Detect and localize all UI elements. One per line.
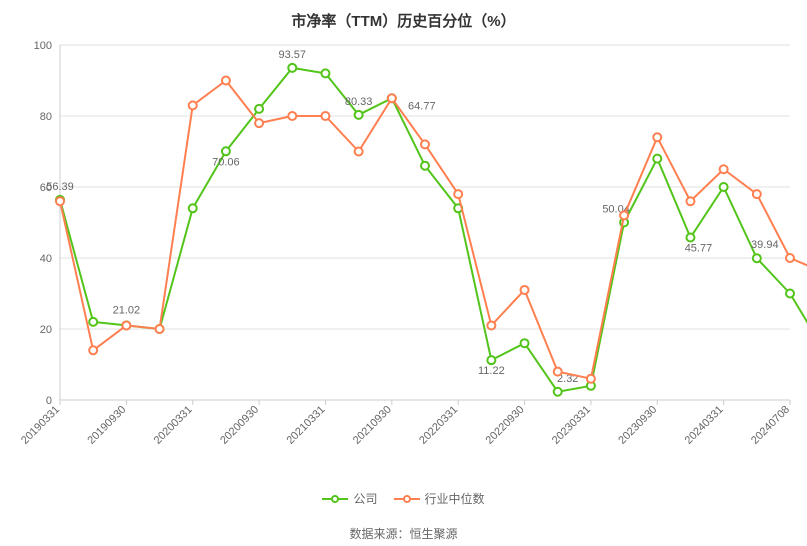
series-company-point[interactable]	[753, 254, 761, 262]
legend-label: 行业中位数	[425, 490, 485, 507]
value-label: 21.02	[113, 304, 141, 316]
series-median-point[interactable]	[56, 197, 64, 205]
legend-swatch	[394, 492, 420, 506]
series-median-point[interactable]	[487, 321, 495, 329]
series-median-point[interactable]	[355, 148, 363, 156]
value-label: 80.33	[345, 96, 373, 108]
value-label: 93.57	[279, 49, 307, 61]
series-median-point[interactable]	[521, 286, 529, 294]
series-median-point[interactable]	[122, 321, 130, 329]
series-median-point[interactable]	[189, 101, 197, 109]
series-median-point[interactable]	[720, 165, 728, 173]
x-axis-label: 20230930	[616, 404, 659, 447]
series-company-point[interactable]	[720, 183, 728, 191]
series-company-point[interactable]	[189, 204, 197, 212]
series-median-point[interactable]	[222, 77, 230, 85]
x-axis-label: 20230331	[550, 404, 593, 447]
chart-container: 市净率（TTM）历史百分位（%） 02040608010020190331201…	[0, 0, 807, 546]
series-company-point[interactable]	[222, 147, 230, 155]
legend-swatch	[322, 492, 348, 506]
legend-marker-icon	[403, 495, 411, 503]
y-axis-label: 40	[40, 253, 52, 265]
series-median-point[interactable]	[288, 112, 296, 120]
series-median-point[interactable]	[388, 94, 396, 102]
series-median-point[interactable]	[554, 368, 562, 376]
series-company-point[interactable]	[421, 162, 429, 170]
y-axis-label: 20	[40, 324, 52, 336]
value-label: 70.06	[212, 156, 240, 168]
series-company-point[interactable]	[255, 105, 263, 113]
value-label: 64.77	[408, 100, 436, 112]
series-median-point[interactable]	[587, 375, 595, 383]
series-company-point[interactable]	[786, 290, 794, 298]
value-label: 56.39	[46, 181, 74, 193]
x-axis-label: 20240708	[749, 404, 792, 447]
series-median-point[interactable]	[653, 133, 661, 141]
value-label: 39.94	[751, 239, 779, 251]
series-median-point[interactable]	[255, 119, 263, 127]
series-company-point[interactable]	[321, 69, 329, 77]
series-company-point[interactable]	[521, 339, 529, 347]
x-axis-label: 20210930	[351, 404, 394, 447]
data-source: 数据来源：恒生聚源	[0, 525, 807, 542]
series-company-point[interactable]	[288, 64, 296, 72]
x-axis-label: 20220930	[484, 404, 527, 447]
series-median-point[interactable]	[686, 197, 694, 205]
value-label: 45.77	[685, 243, 713, 255]
x-axis-label: 20240331	[683, 404, 726, 447]
value-label: 11.22	[478, 365, 505, 377]
chart-plot: 0204060801002019033120190930202003312020…	[0, 0, 807, 546]
legend-item-company[interactable]: 公司	[322, 490, 377, 507]
series-company-point[interactable]	[554, 388, 562, 396]
legend-marker-icon	[331, 495, 339, 503]
series-median-point[interactable]	[421, 140, 429, 148]
series-company-point[interactable]	[487, 356, 495, 364]
legend: 公司 行业中位数	[0, 490, 807, 509]
x-axis-label: 20200331	[152, 404, 195, 447]
y-axis-label: 80	[40, 111, 52, 123]
x-axis-label: 20190331	[19, 404, 62, 447]
series-median-point[interactable]	[454, 190, 462, 198]
y-axis-label: 100	[34, 40, 52, 52]
series-company-point[interactable]	[686, 234, 694, 242]
x-axis-label: 20190930	[85, 404, 128, 447]
legend-item-median[interactable]: 行业中位数	[394, 490, 485, 507]
x-axis-label: 20200930	[218, 404, 261, 447]
series-company-point[interactable]	[89, 318, 97, 326]
series-company-point[interactable]	[355, 111, 363, 119]
series-median-point[interactable]	[753, 190, 761, 198]
series-company-point[interactable]	[653, 155, 661, 163]
series-median-point[interactable]	[156, 325, 164, 333]
series-median-point[interactable]	[786, 254, 794, 262]
series-median-point[interactable]	[89, 346, 97, 354]
series-median-point[interactable]	[620, 211, 628, 219]
series-median-point[interactable]	[321, 112, 329, 120]
legend-label: 公司	[353, 490, 377, 507]
x-axis-label: 20210331	[284, 404, 327, 447]
x-axis-label: 20220331	[417, 404, 460, 447]
